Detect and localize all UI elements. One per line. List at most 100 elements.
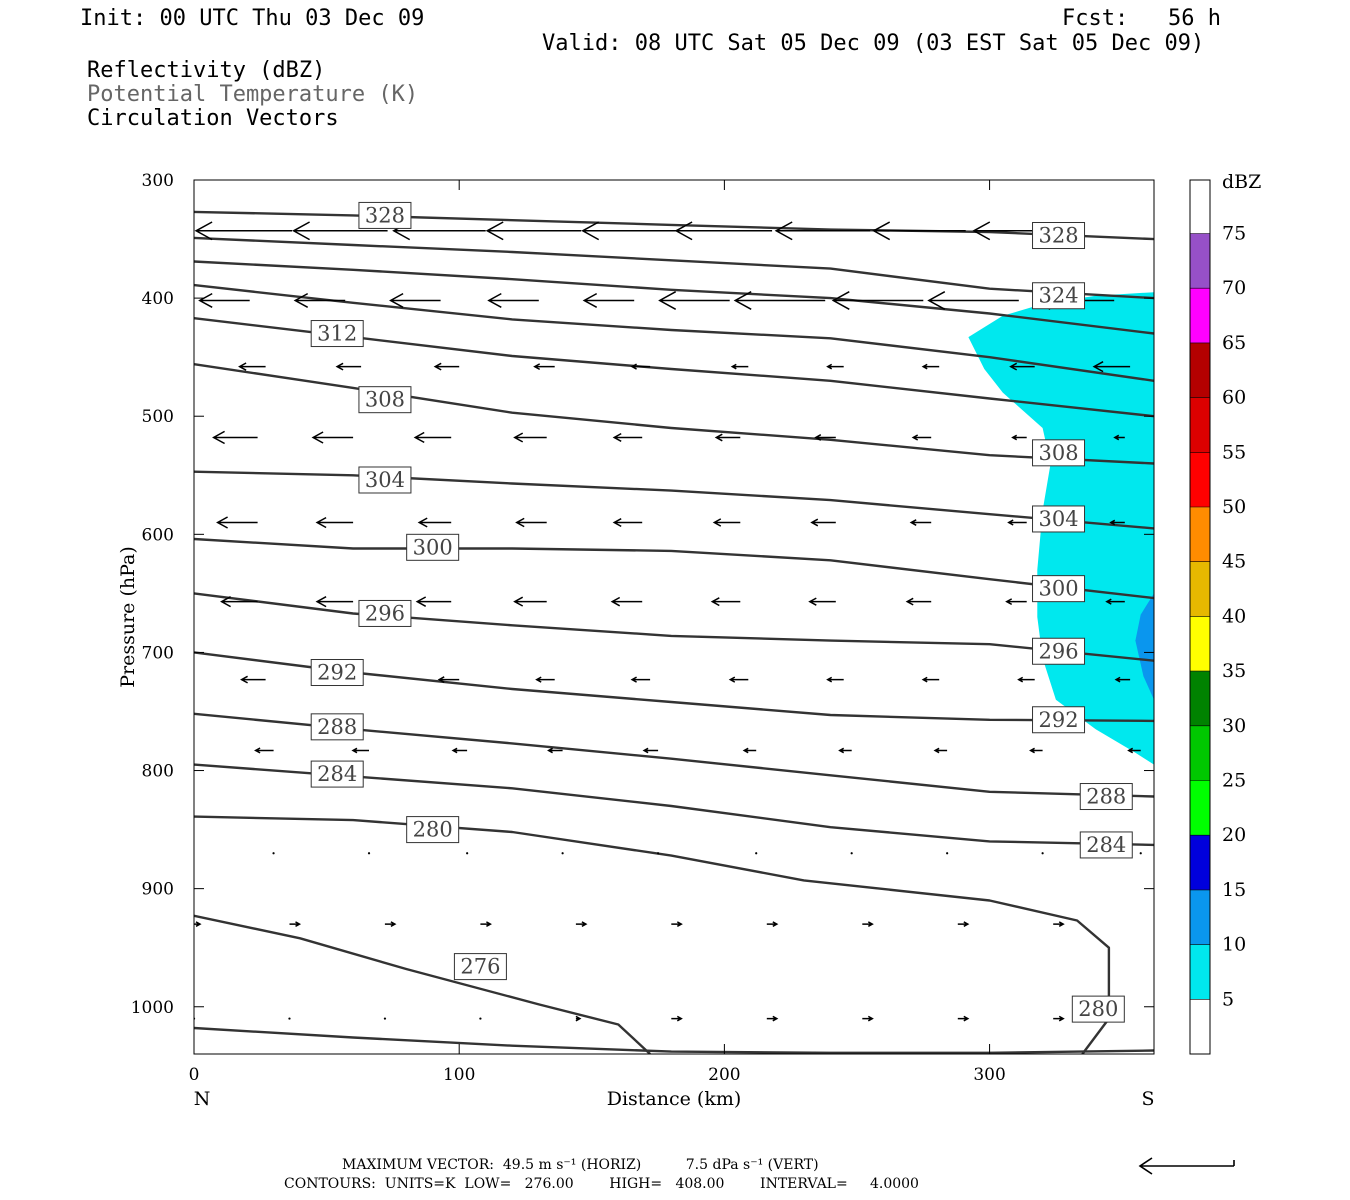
colorbar-swatch [1190, 999, 1210, 1054]
field-reflectivity: Reflectivity (dBZ) [87, 58, 326, 83]
colorbar-level-label: 75 [1222, 223, 1246, 245]
vector-arrow [220, 596, 258, 608]
y-tick-label: 700 [142, 643, 174, 663]
svg-text:300: 300 [413, 535, 453, 559]
vector-arrow [810, 518, 836, 527]
colorbar-swatch [1190, 342, 1210, 398]
vector-arrow [714, 433, 741, 442]
field-potential-temperature: Potential Temperature (K) [87, 82, 419, 107]
vector-arrow [575, 921, 588, 927]
colorbar-level-label: 35 [1222, 660, 1246, 682]
isentrope-label: 308 [1032, 439, 1086, 467]
colorbar-swatch [1190, 507, 1210, 562]
vector-arrow [1017, 676, 1035, 683]
vector-arrow [433, 362, 460, 371]
isentrope-280 [194, 1026, 1154, 1054]
colorbar-level-label: 40 [1222, 605, 1246, 627]
vector-arrow [909, 519, 932, 526]
contour-info-note: CONTOURS: UNITS=K LOW= 276.00 HIGH= 408.… [284, 1176, 919, 1192]
isentrope-label: 284 [1079, 831, 1133, 859]
colorbar-swatch [1190, 835, 1210, 890]
vector-arrow [315, 596, 354, 608]
isentrope-label: 292 [310, 659, 364, 687]
vector-arrow [240, 675, 266, 684]
vector-arrow [927, 291, 1019, 310]
vector-arrow [351, 747, 369, 754]
init-time: Init: 00 UTC Thu 03 Dec 09 [80, 6, 425, 31]
colorbar-level-label: 65 [1222, 332, 1246, 354]
isentrope-label: 296 [1032, 637, 1086, 665]
vector-arrow [451, 747, 468, 754]
vector-arrow [1041, 852, 1044, 855]
vector-arrow [292, 221, 388, 241]
svg-text:328: 328 [365, 203, 405, 227]
vector-arrow [610, 596, 643, 607]
vector-arrow [1007, 519, 1027, 526]
vector-arrow [581, 221, 677, 241]
vector-arrow [480, 921, 492, 927]
vector-arrow [1139, 852, 1142, 855]
isentrope-280 [194, 815, 1111, 1054]
vector-arrow [826, 676, 844, 683]
colorbar-level-label: 25 [1222, 770, 1246, 792]
vector-arrow [335, 362, 362, 371]
vector-arrow [862, 921, 874, 927]
svg-text:308: 308 [1038, 441, 1078, 465]
isentrope-296 [194, 592, 1154, 662]
svg-text:288: 288 [317, 715, 357, 739]
isentrope-label: 276 [453, 953, 507, 981]
y-tick-label: 900 [142, 880, 174, 900]
vector-arrow [238, 362, 266, 371]
colorbar-level-label: 30 [1222, 715, 1246, 737]
circulation-vectors [94, 221, 1142, 1022]
vector-arrow [1127, 747, 1141, 754]
isentrope-276 [194, 914, 651, 1054]
colorbar-swatch [1190, 780, 1210, 836]
colorbar-swatch [1190, 288, 1210, 343]
colorbar-swatch [1190, 452, 1210, 507]
x-tick-label: 300 [973, 1065, 1005, 1085]
isentrope-316 [194, 283, 1154, 382]
forecast-hour: Fcst: 56 h [1062, 6, 1221, 31]
plot-frame [193, 179, 1155, 1055]
colorbar-swatch [1190, 944, 1210, 1000]
x-tick-label: 0 [189, 1065, 200, 1085]
vector-arrow [485, 221, 582, 241]
colorbar-level-label: 70 [1222, 277, 1246, 299]
vector-arrow [1053, 921, 1065, 927]
svg-text:292: 292 [317, 661, 357, 685]
vector-arrow [730, 363, 749, 370]
colorbar-swatch [1190, 561, 1210, 617]
vector-arrow [766, 1015, 779, 1022]
vector-arrow [728, 676, 749, 683]
vector-arrow [838, 747, 852, 754]
isentrope-320 [194, 260, 1154, 335]
vector-arrow [198, 292, 250, 308]
vector-arrow [831, 291, 924, 310]
vector-arrow [94, 222, 194, 240]
vector-arrow [479, 1017, 482, 1020]
isentrope-label: 300 [1032, 575, 1086, 603]
vector-arrow [289, 921, 302, 927]
vector-arrow [417, 517, 452, 528]
y-axis-label: Pressure (hPa) [117, 546, 139, 688]
vector-arrow [367, 852, 371, 855]
vector-arrow [872, 221, 966, 241]
isentrope-label: 328 [1032, 222, 1086, 250]
vector-arrow [933, 747, 948, 754]
svg-text:308: 308 [365, 388, 405, 412]
isentrope-304 [194, 470, 1154, 530]
vector-arrow [533, 363, 555, 371]
colorbar-swatch [1190, 233, 1210, 289]
vector-arrow [582, 292, 635, 308]
colorbar-swatch [1190, 397, 1210, 453]
vector-arrow [415, 596, 452, 607]
colorbar-swatch [1190, 671, 1210, 726]
vector-arrow [311, 431, 354, 444]
vector-arrow [671, 1015, 683, 1022]
svg-text:304: 304 [365, 468, 405, 492]
colorbar-level-label: 55 [1222, 441, 1246, 463]
vector-arrow [212, 430, 258, 445]
vector-arrow [383, 1017, 387, 1020]
isentrope-label: 280 [1071, 995, 1125, 1023]
